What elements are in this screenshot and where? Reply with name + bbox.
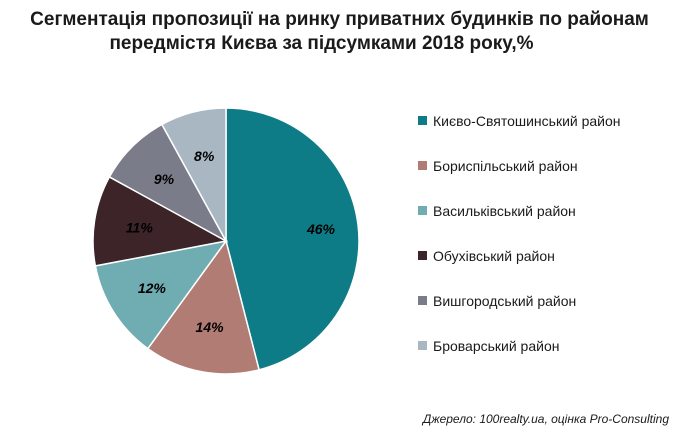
pie-slice-1	[225, 107, 360, 371]
legend-item-2: Бориспільський район	[418, 157, 578, 175]
legend-item-4: Обухівський район	[418, 247, 555, 265]
slice-label-1: 46%	[306, 221, 336, 237]
legend-swatch-2	[418, 161, 427, 170]
chart-title-line-1: Сегментація пропозиції на ринку приватни…	[30, 9, 649, 30]
legend-label-5: Вишгородський район	[433, 293, 577, 309]
legend-label-6: Броварський район	[433, 338, 560, 354]
legend-swatch-1	[418, 116, 427, 125]
chart-title: Сегментація пропозиції на ринку приватни…	[0, 8, 679, 56]
source-note: Джерело: 100realty.ua, оцінка Pro-Consul…	[422, 412, 669, 426]
legend-item-1: Києво-Святошинський район	[418, 112, 621, 130]
pie-slice-3	[94, 239, 228, 350]
legend-label-3: Васильківський район	[433, 203, 576, 219]
legend-swatch-6	[418, 341, 427, 350]
legend-swatch-3	[418, 206, 427, 215]
pie-slice-6	[160, 107, 227, 242]
legend-swatch-5	[418, 296, 427, 305]
pie-slice-4	[92, 175, 229, 267]
legend-item-5: Вишгородський район	[418, 292, 576, 310]
slice-label-4: 11%	[126, 219, 154, 235]
slice-label-6: 8%	[194, 148, 215, 164]
legend-item-6: Броварський район	[418, 337, 559, 355]
slice-label-2: 14%	[196, 319, 225, 335]
legend-swatch-4	[418, 251, 427, 260]
pie-slice-2	[146, 239, 260, 375]
legend-label-2: Бориспільський район	[433, 158, 578, 174]
chart-title-line-2: передмістя Києва за підсумками 2018 року…	[109, 33, 534, 54]
legend-item-3: Васильківський район	[418, 202, 576, 220]
slice-label-5: 9%	[154, 171, 175, 187]
legend-label-4: Обухівський район	[433, 248, 555, 264]
slice-label-3: 12%	[138, 280, 167, 296]
legend-label-1: Києво-Святошинський район	[433, 113, 621, 129]
